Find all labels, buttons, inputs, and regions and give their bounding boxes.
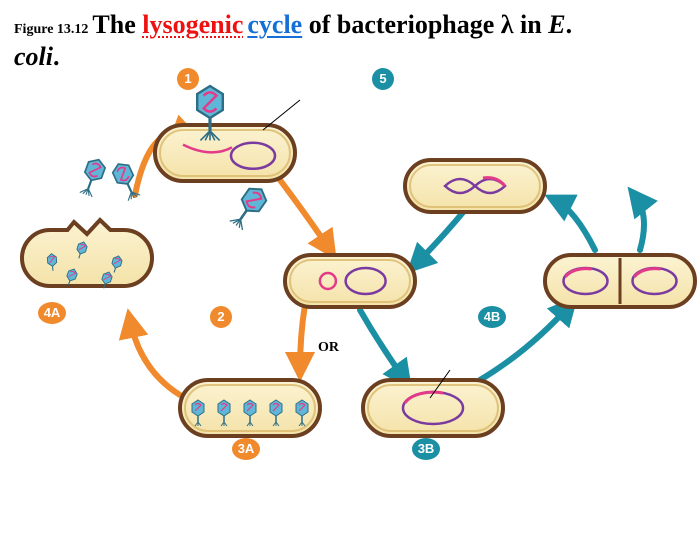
title-e: E xyxy=(548,10,565,39)
step-badge-4B: 4B xyxy=(478,306,506,328)
step-badge-5: 5 xyxy=(372,68,394,90)
title-rest: of bacteriophage λ in xyxy=(302,10,548,39)
step-badge-3A: 3A xyxy=(232,438,260,460)
or-label: OR xyxy=(318,340,339,356)
step-badge-3B: 3B xyxy=(412,438,440,460)
title-the: The xyxy=(92,10,142,39)
cycle-diagram xyxy=(0,0,700,550)
step-badge-4A: 4A xyxy=(38,302,66,324)
title-lysogenic: lysogenic xyxy=(142,10,243,39)
title-coli: coli. xyxy=(14,42,60,72)
figure-number: Figure 13.12 xyxy=(14,22,88,37)
title-cycle: cycle xyxy=(247,10,302,39)
figure-title: Figure 13.12 The lysogenic cycle of bact… xyxy=(14,10,686,40)
step-badge-1: 1 xyxy=(177,68,199,90)
step-badge-2: 2 xyxy=(210,306,232,328)
